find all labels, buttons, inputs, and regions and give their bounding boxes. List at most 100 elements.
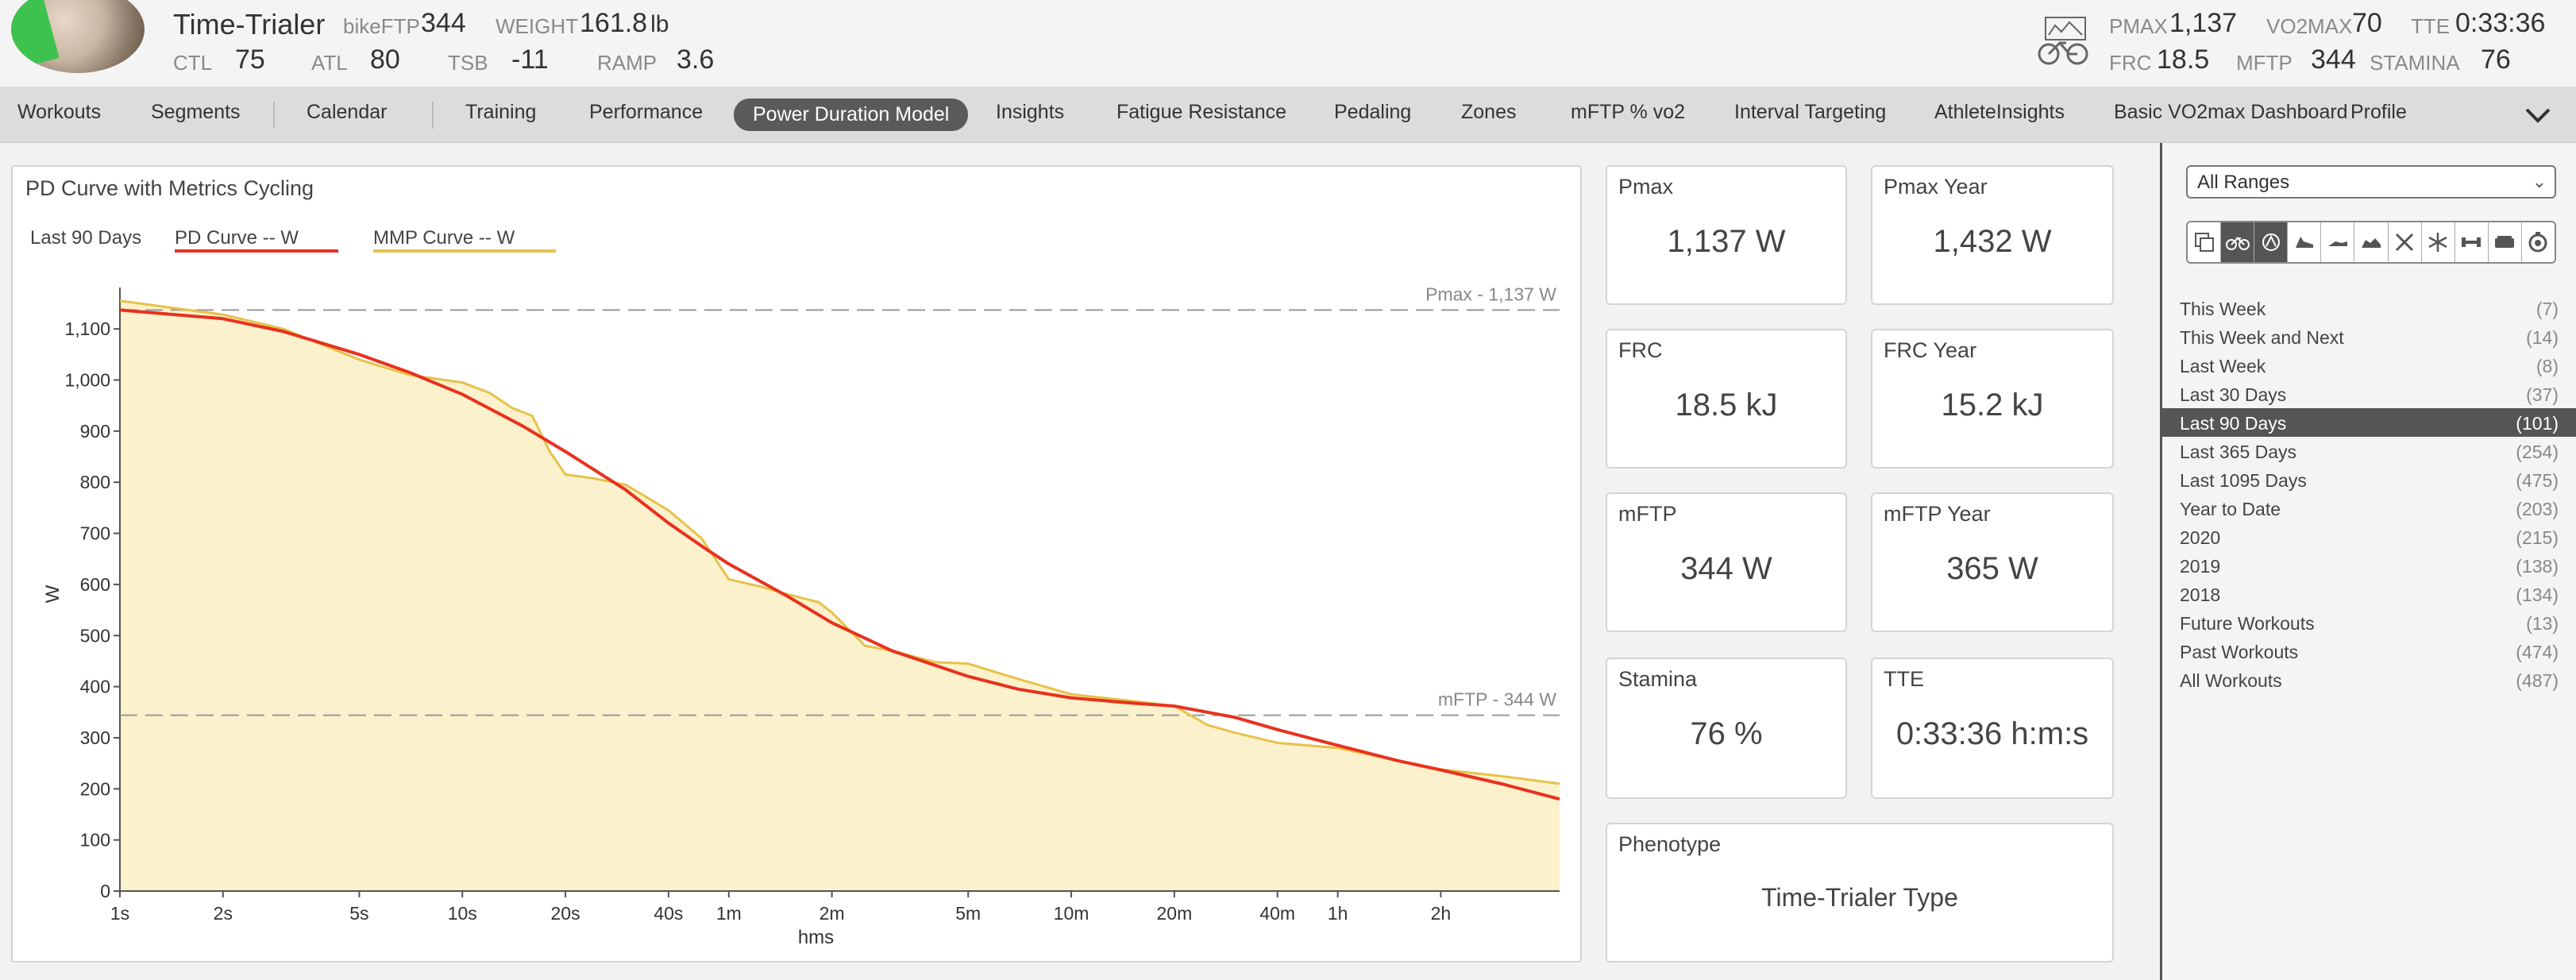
nav-fatigue-resistance[interactable]: Fatigue Resistance	[1116, 101, 1287, 123]
nav-segments[interactable]: Segments	[151, 101, 241, 123]
range-item[interactable]: 2020 (215)	[2162, 523, 2576, 551]
range-item[interactable]: Future Workouts (13)	[2162, 608, 2576, 637]
card-label: TTE	[1884, 667, 1924, 691]
range-item[interactable]: Last 1095 Days (475)	[2162, 465, 2576, 494]
strength-icon[interactable]	[2455, 222, 2489, 262]
x-tick-label: 2s	[214, 903, 233, 924]
x-tick-label: 1h	[1328, 903, 1348, 924]
ref-line-label: mFTP - 344 W	[1438, 689, 1556, 710]
mmp-area	[120, 300, 1560, 891]
card-frc-year: FRC Year 15.2 kJ	[1871, 329, 2114, 469]
nav-separator	[273, 102, 275, 129]
y-tick-label: 0	[100, 881, 110, 901]
nav-calendar[interactable]: Calendar	[307, 101, 388, 123]
range-item-label: Last Week	[2180, 356, 2266, 376]
range-select[interactable]: All Ranges ⌄	[2186, 165, 2556, 199]
y-tick-label: 500	[80, 625, 110, 646]
range-item[interactable]: All Workouts (487)	[2162, 666, 2576, 694]
skating-icon[interactable]	[2321, 222, 2355, 262]
range-item-label: Past Workouts	[2180, 642, 2299, 662]
y-axis-label: W	[42, 585, 64, 603]
nav-pedaling[interactable]: Pedaling	[1334, 101, 1412, 123]
multi-sport-icon[interactable]	[2188, 222, 2222, 262]
pd-curve-panel: PD Curve with Metrics Cycling Last 90 Da…	[11, 165, 1582, 963]
card-label: Pmax Year	[1884, 175, 1988, 199]
athlete-avatar[interactable]	[11, 0, 145, 73]
nav-training[interactable]: Training	[465, 101, 537, 123]
nav-insights[interactable]: Insights	[996, 101, 1065, 123]
stamina-label: STAMINA	[2370, 51, 2460, 75]
card-tte: TTE 0:33:36 h:m:s	[1871, 658, 2114, 799]
athlete-name[interactable]: Time-Trialer	[173, 8, 326, 41]
x-tick-label: 2m	[819, 903, 845, 924]
rowing-icon[interactable]	[2388, 222, 2422, 262]
snowflake-icon[interactable]	[2421, 222, 2455, 262]
nav-power-duration-model[interactable]: Power Duration Model	[734, 98, 969, 131]
range-select-value: All Ranges	[2197, 172, 2290, 193]
card-value: 365 W	[1946, 551, 2038, 586]
tte-value: 0:33:36	[2455, 8, 2546, 38]
nav-mftp-vo2[interactable]: mFTP % vo2	[1571, 101, 1686, 123]
nav-interval-targeting[interactable]: Interval Targeting	[1734, 101, 1887, 123]
range-item[interactable]: Last 90 Days (101)	[2162, 408, 2576, 437]
bike-icon[interactable]	[2034, 14, 2092, 68]
range-item[interactable]: This Week and Next (14)	[2162, 322, 2576, 351]
pd-curve-chart[interactable]: Pmax - 1,137 W mFTP - 344 W 0 100 200 300 400 5…	[13, 167, 1580, 961]
date-range-sidebar: All Ranges ⌄	[2160, 143, 2576, 980]
card-phenotype: Phenotype Time-Trialer Type	[1606, 823, 2114, 963]
other-sport-icon[interactable]	[2521, 222, 2555, 262]
nav-performance[interactable]: Performance	[589, 101, 704, 123]
card-label: FRC Year	[1884, 338, 1977, 362]
range-item-label: 2019	[2180, 556, 2221, 577]
x-tick-label: 20s	[551, 903, 580, 924]
main-nav: Workouts Segments Calendar Training Perf…	[0, 87, 2576, 143]
y-tick-label: 200	[80, 778, 110, 799]
card-stamina: Stamina 76 %	[1606, 658, 1847, 799]
bikeftp-label: bikeFTP	[343, 14, 420, 38]
bikeftp-value: 344	[421, 8, 466, 38]
legend-range-label: Last 90 Days	[30, 227, 142, 249]
nav-workouts[interactable]: Workouts	[17, 101, 102, 123]
range-item[interactable]: 2019 (138)	[2162, 551, 2576, 580]
ctl-value: 75	[235, 44, 265, 75]
vo2max-label: VO2MAX	[2266, 14, 2353, 38]
pd-curve-line[interactable]	[119, 308, 1560, 801]
card-value: 1,137 W	[1667, 224, 1786, 259]
range-item[interactable]: Past Workouts (474)	[2162, 637, 2576, 666]
range-item-count: (475)	[2516, 470, 2559, 491]
range-item[interactable]: Last 365 Days (254)	[2162, 437, 2576, 465]
chevron-down-icon: ⌄	[2532, 172, 2547, 191]
x-tick-label: 5s	[349, 903, 368, 924]
range-item-count: (215)	[2516, 527, 2559, 548]
range-item[interactable]: 2018 (134)	[2162, 580, 2576, 608]
range-item[interactable]: Last 30 Days (37)	[2162, 380, 2576, 408]
range-item[interactable]: Year to Date (203)	[2162, 494, 2576, 523]
range-item[interactable]: Last Week (8)	[2162, 351, 2576, 380]
snow-bike-icon[interactable]	[2354, 222, 2389, 262]
range-item-label: This Week and Next	[2180, 327, 2344, 348]
x-tick-label: 1s	[110, 903, 129, 924]
nav-zones[interactable]: Zones	[1461, 101, 1517, 123]
range-item[interactable]: This Week (7)	[2162, 294, 2576, 322]
x-tick-label: 10s	[448, 903, 477, 924]
treadmill-icon[interactable]	[2488, 222, 2522, 262]
x-tick-label: 40m	[1259, 903, 1295, 924]
card-value: 15.2 kJ	[1941, 388, 2044, 422]
nav-basic-vo2max-dashboard[interactable]: Basic VO2max Dashboard	[2114, 101, 2348, 123]
x-tick-label: 1m	[716, 903, 742, 924]
chevron-down-icon[interactable]	[2522, 102, 2554, 129]
weight-display: 161.8 lb	[580, 8, 669, 39]
stamina-value: 76	[2481, 44, 2511, 75]
range-item-label: Future Workouts	[2180, 613, 2315, 634]
nav-athlete-insights[interactable]: AthleteInsights	[1934, 101, 2065, 123]
x-tick-label: 20m	[1157, 903, 1193, 924]
legend-pd-curve[interactable]: PD Curve -- W	[175, 227, 299, 249]
cycling-icon[interactable]	[2221, 222, 2255, 262]
running-icon[interactable]	[2254, 222, 2289, 262]
range-item-label: Year to Date	[2180, 499, 2281, 519]
ctl-label: CTL	[173, 51, 213, 75]
mmp-curve-line[interactable]	[119, 299, 1560, 785]
nav-profile[interactable]: Profile	[2350, 101, 2407, 123]
legend-mmp-curve[interactable]: MMP Curve -- W	[373, 227, 515, 249]
shoe-icon[interactable]	[2288, 222, 2322, 262]
